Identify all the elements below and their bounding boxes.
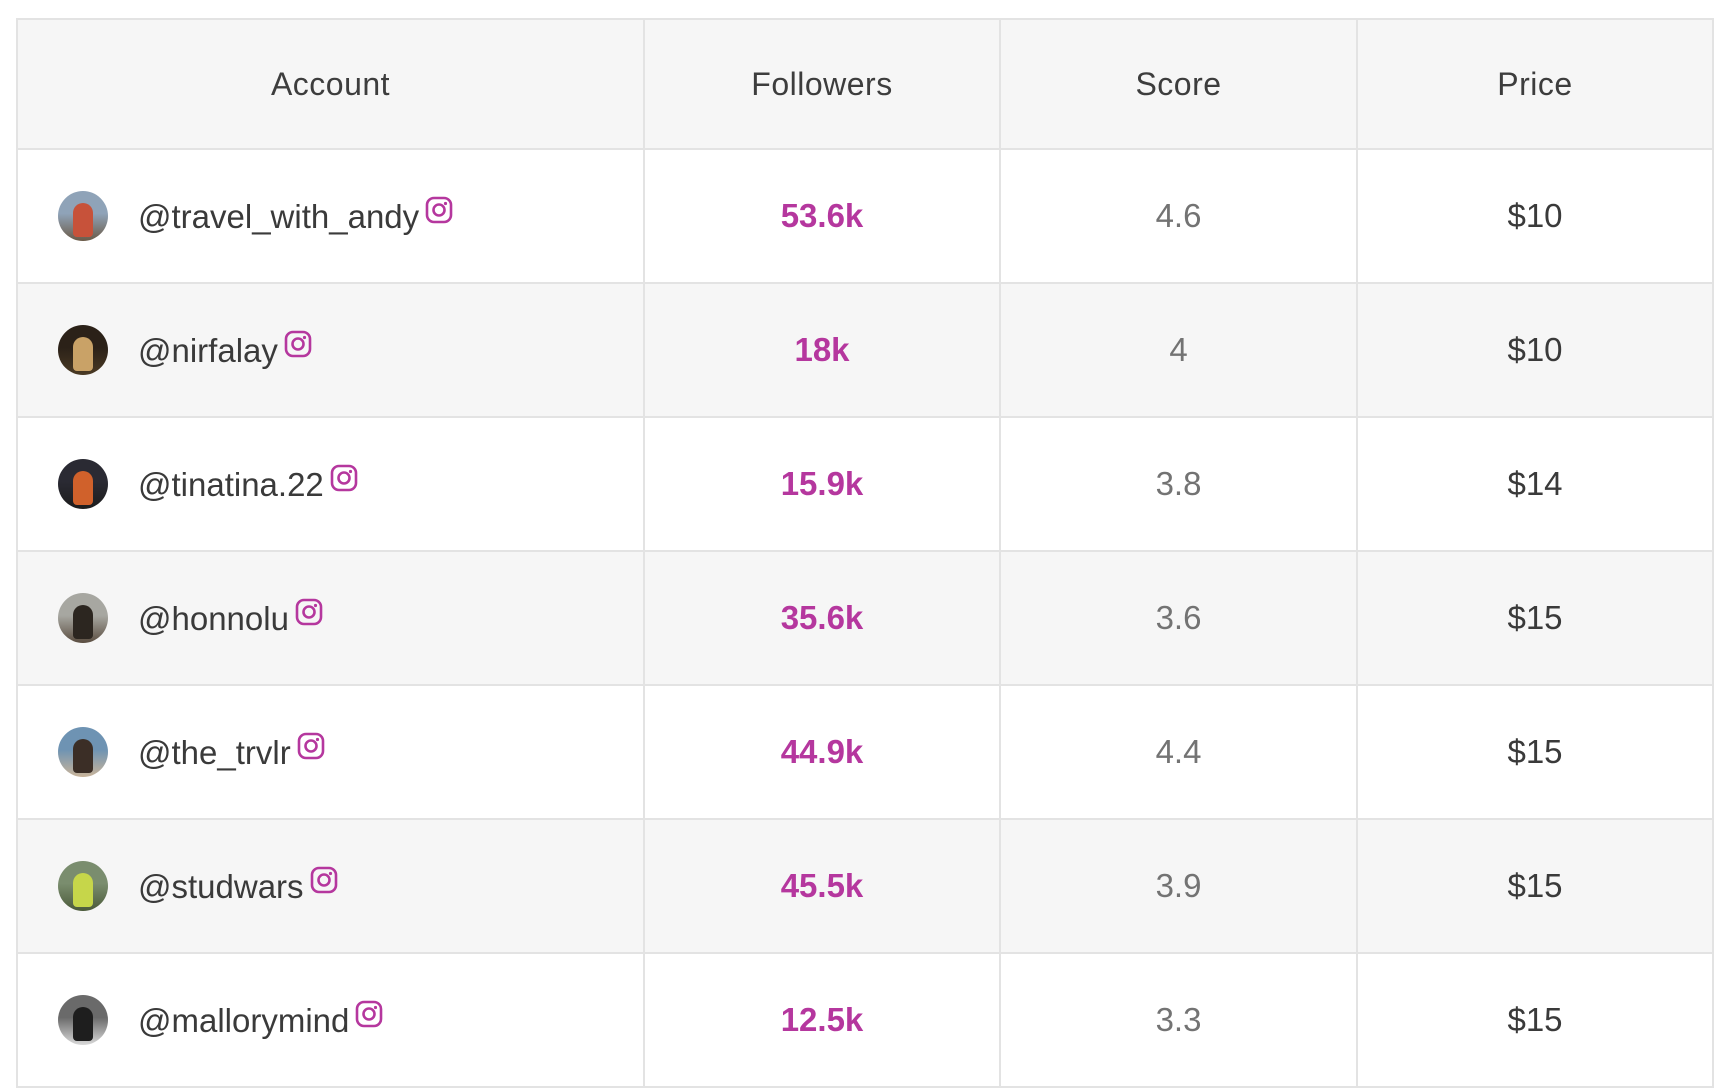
avatar-subject [73,471,93,505]
account-handle-link[interactable]: @honnolu [138,599,289,637]
table-row[interactable]: @studwars 45.5k 3.9 $15 [16,818,1714,954]
column-header-score[interactable]: Score [999,18,1358,150]
table-row[interactable]: @honnolu 35.6k 3.6 $15 [16,550,1714,686]
avatar[interactable] [58,325,108,375]
price-value: $10 [1356,148,1714,284]
instagram-icon[interactable] [425,196,453,224]
column-header-followers[interactable]: Followers [643,18,1001,150]
score-value: 3.8 [999,416,1358,552]
price-value: $15 [1356,818,1714,954]
instagram-icon[interactable] [295,598,323,626]
instagram-icon[interactable] [284,330,312,358]
instagram-icon[interactable] [297,732,325,760]
score-value: 4 [999,282,1358,418]
influencer-table: Account Followers Score Price @travel_wi… [16,18,1714,1088]
instagram-icon[interactable] [330,464,358,492]
followers-count: 18k [643,282,1001,418]
avatar[interactable] [58,191,108,241]
followers-count: 12.5k [643,952,1001,1088]
avatar-subject [73,873,93,907]
avatar-subject [73,739,93,773]
table-row[interactable]: @travel_with_andy 53.6k 4.6 $10 [16,148,1714,284]
column-header-price[interactable]: Price [1356,18,1714,150]
avatar[interactable] [58,861,108,911]
account-cell: @nirfalay [16,282,645,418]
score-value: 3.9 [999,818,1358,954]
price-value: $14 [1356,416,1714,552]
account-info: @the_trvlr [58,686,643,818]
followers-count: 53.6k [643,148,1001,284]
account-cell: @honnolu [16,550,645,686]
avatar-subject [73,605,93,639]
followers-count: 15.9k [643,416,1001,552]
avatar-subject [73,203,93,237]
avatar[interactable] [58,727,108,777]
account-info: @nirfalay [58,284,643,416]
score-value: 4.6 [999,148,1358,284]
price-value: $15 [1356,952,1714,1088]
table-row[interactable]: @nirfalay 18k 4 $10 [16,282,1714,418]
account-handle-link[interactable]: @travel_with_andy [138,197,420,235]
account-cell: @tinatina.22 [16,416,645,552]
price-value: $10 [1356,282,1714,418]
avatar-subject [73,337,93,371]
instagram-icon[interactable] [310,866,338,894]
avatar[interactable] [58,593,108,643]
score-value: 4.4 [999,684,1358,820]
table-row[interactable]: @mallorymind 12.5k 3.3 $15 [16,952,1714,1088]
avatar[interactable] [58,995,108,1045]
table-row[interactable]: @tinatina.22 15.9k 3.8 $14 [16,416,1714,552]
price-value: $15 [1356,684,1714,820]
avatar[interactable] [58,459,108,509]
table-body: @travel_with_andy 53.6k 4.6 $10 @nirfalay 18k… [16,148,1714,1088]
followers-count: 35.6k [643,550,1001,686]
price-value: $15 [1356,550,1714,686]
account-cell: @studwars [16,818,645,954]
avatar-subject [73,1007,93,1041]
account-cell: @the_trvlr [16,684,645,820]
score-value: 3.3 [999,952,1358,1088]
account-cell: @travel_with_andy [16,148,645,284]
account-info: @honnolu [58,552,643,684]
account-cell: @mallorymind [16,952,645,1088]
account-handle-link[interactable]: @tinatina.22 [138,465,324,503]
score-value: 3.6 [999,550,1358,686]
account-info: @tinatina.22 [58,418,643,550]
column-header-account[interactable]: Account [16,18,645,150]
account-handle-link[interactable]: @mallorymind [138,1001,350,1039]
account-info: @mallorymind [58,954,643,1086]
account-handle-link[interactable]: @studwars [138,867,304,905]
table-row[interactable]: @the_trvlr 44.9k 4.4 $15 [16,684,1714,820]
header-row: Account Followers Score Price [16,18,1714,150]
table-header: Account Followers Score Price [16,18,1714,150]
instagram-icon[interactable] [355,1000,383,1028]
account-handle-link[interactable]: @the_trvlr [138,733,291,771]
account-info: @travel_with_andy [58,150,643,282]
followers-count: 45.5k [643,818,1001,954]
followers-count: 44.9k [643,684,1001,820]
influencer-table-container: Account Followers Score Price @travel_wi… [16,18,1714,1088]
account-handle-link[interactable]: @nirfalay [138,331,278,369]
account-info: @studwars [58,820,643,952]
